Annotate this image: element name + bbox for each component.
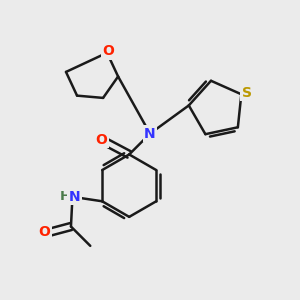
- Text: O: O: [103, 44, 115, 58]
- Text: O: O: [95, 133, 107, 147]
- Text: H: H: [59, 190, 70, 203]
- Text: S: S: [242, 86, 252, 100]
- Text: O: O: [38, 226, 50, 239]
- Text: N: N: [69, 190, 81, 204]
- Text: N: N: [144, 127, 156, 141]
